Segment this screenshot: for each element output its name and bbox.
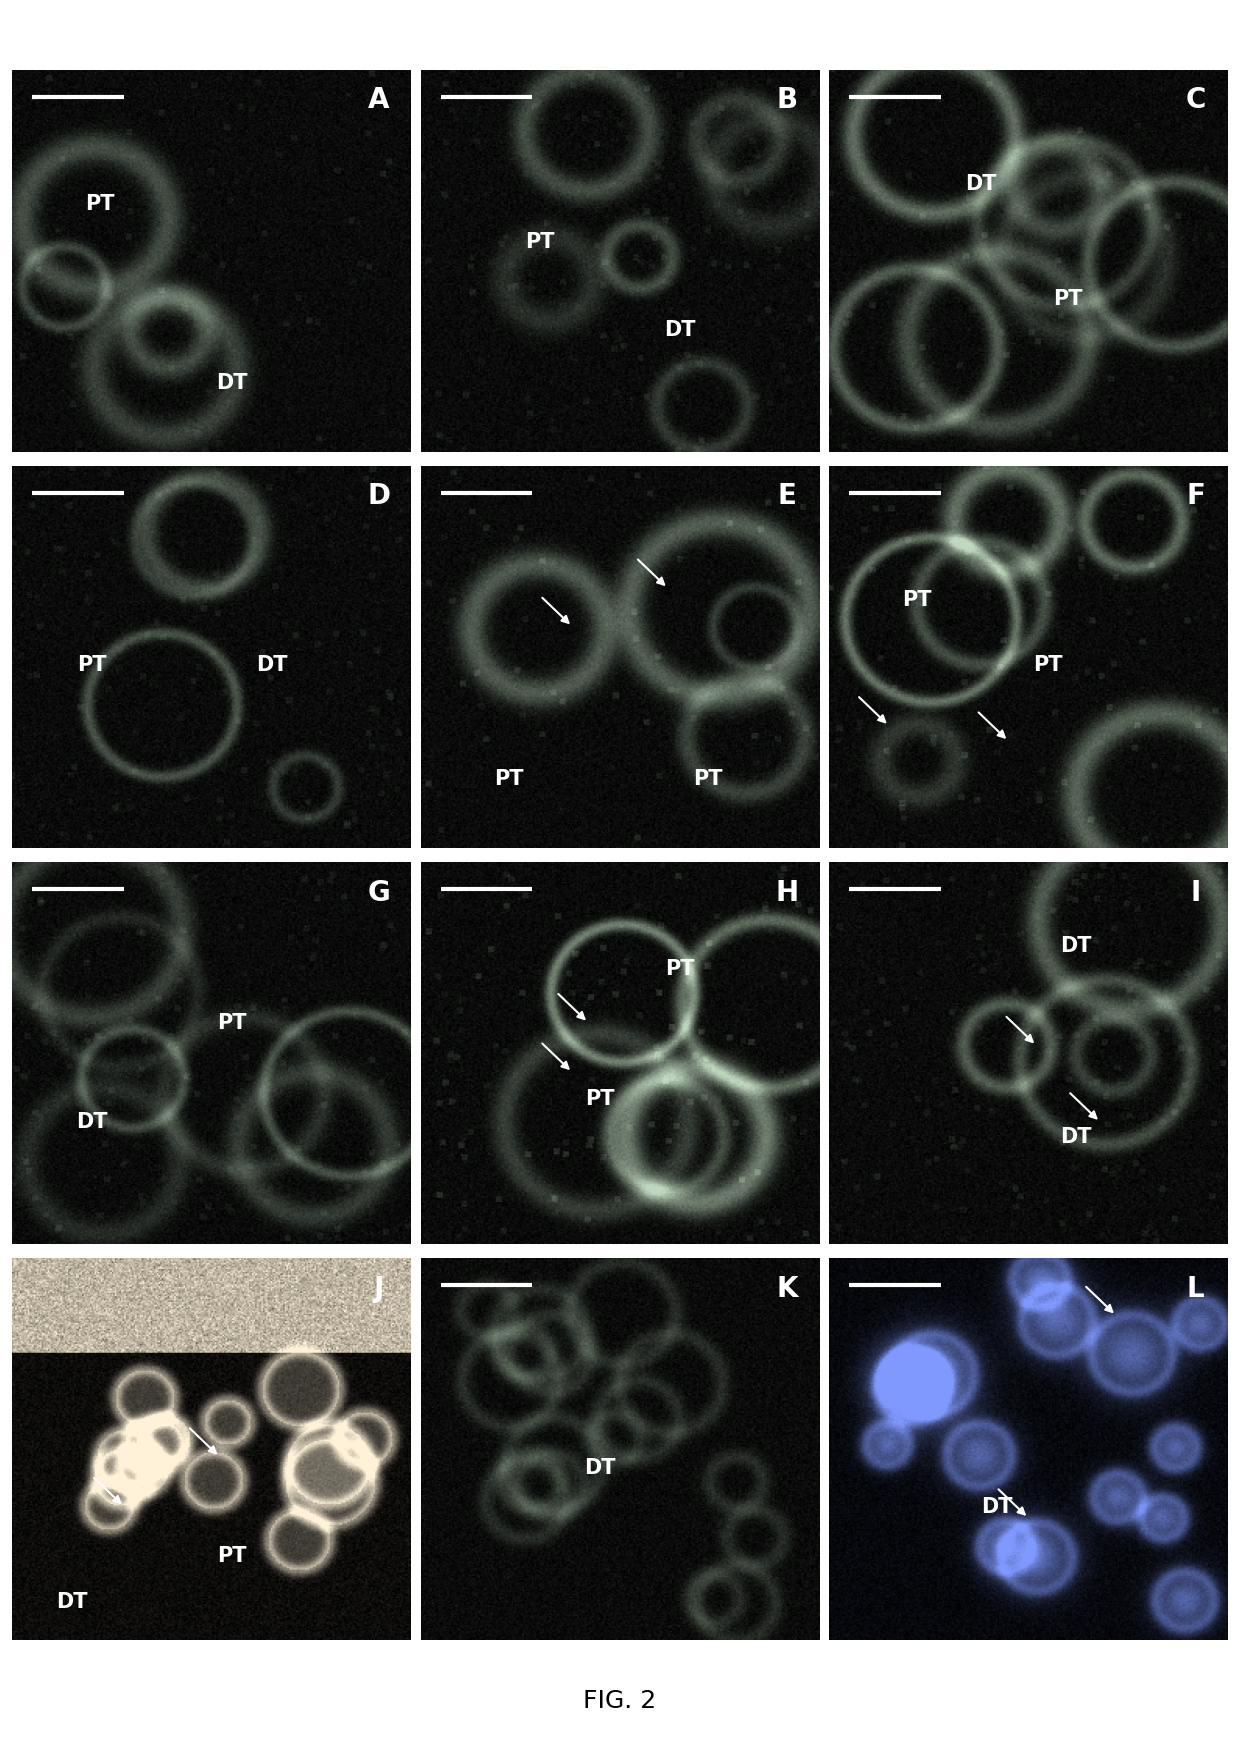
Text: DT: DT <box>56 1591 88 1612</box>
Text: A: A <box>368 86 389 115</box>
Text: PT: PT <box>585 1089 615 1110</box>
Text: J: J <box>373 1274 384 1304</box>
Text: DT: DT <box>584 1459 616 1478</box>
Text: DT: DT <box>216 373 247 393</box>
Text: PT: PT <box>77 654 107 675</box>
Text: PT: PT <box>901 590 931 609</box>
Text: H: H <box>776 878 799 907</box>
Text: PT: PT <box>1054 290 1083 309</box>
Text: DT: DT <box>1060 935 1092 956</box>
Text: I: I <box>1190 878 1200 907</box>
Text: D: D <box>367 482 391 511</box>
Text: DT: DT <box>255 654 288 675</box>
Text: DT: DT <box>77 1112 108 1133</box>
Text: PT: PT <box>86 194 115 213</box>
Text: E: E <box>777 482 797 511</box>
Text: PT: PT <box>526 232 556 251</box>
Text: DT: DT <box>1060 1127 1092 1146</box>
Text: DT: DT <box>663 319 696 340</box>
Text: DT: DT <box>965 174 996 194</box>
Text: L: L <box>1187 1274 1204 1304</box>
Text: G: G <box>367 878 391 907</box>
Text: PT: PT <box>665 960 694 979</box>
Text: K: K <box>776 1274 799 1304</box>
Text: F: F <box>1187 482 1205 511</box>
Text: C: C <box>1185 86 1207 115</box>
Text: PT: PT <box>693 770 723 789</box>
Text: B: B <box>776 86 797 115</box>
Text: PT: PT <box>1034 654 1063 675</box>
Text: FIG. 2: FIG. 2 <box>583 1689 657 1714</box>
Text: PT: PT <box>494 770 523 789</box>
Text: PT: PT <box>217 1012 247 1033</box>
Text: DT: DT <box>981 1497 1012 1516</box>
Text: PT: PT <box>217 1546 247 1567</box>
